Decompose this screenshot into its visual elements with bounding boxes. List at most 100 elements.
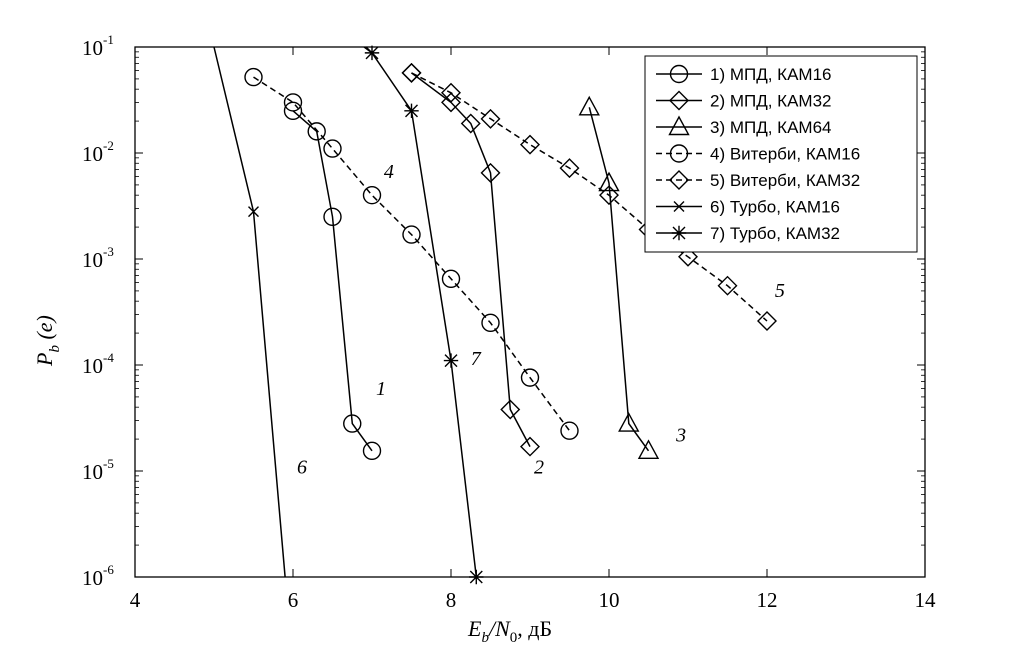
data-point: [637, 439, 660, 460]
data-point: [678, 246, 698, 267]
x-tick-label: 8: [446, 588, 457, 612]
series-1: [283, 101, 382, 461]
data-point: [598, 171, 620, 192]
data-point: [404, 103, 419, 119]
series-line: [588, 107, 650, 452]
legend-swatch-marker: [669, 144, 689, 163]
series-6: [213, 46, 286, 578]
data-point: [717, 275, 738, 296]
data-point: [343, 414, 362, 433]
data-point: [520, 436, 540, 457]
legend-label: 5) Витерби, КАМ32: [710, 171, 860, 190]
legend-label: 4) Витерби, КАМ16: [710, 145, 860, 164]
data-point: [402, 225, 421, 244]
x-tick-label: 10: [599, 588, 620, 612]
series-line: [292, 110, 373, 452]
data-point: [599, 185, 619, 206]
svg-text:Eb/N0, дБ: Eb/N0, дБ: [467, 616, 552, 646]
x-axis-title-e: E: [467, 616, 482, 641]
data-point: [481, 313, 500, 333]
series-line: [253, 76, 571, 432]
y-tick-label: 10-3: [82, 244, 114, 272]
curve-label: 5: [775, 280, 785, 302]
legend-label: 7) Турбо, КАМ32: [710, 224, 840, 243]
legend-swatch-marker: [669, 64, 689, 84]
data-point: [443, 353, 459, 368]
y-tick-label: 10-5: [82, 456, 114, 484]
data-point: [441, 269, 461, 289]
data-point: [307, 122, 326, 141]
y-tick-label: 10-6: [82, 562, 114, 590]
curve-label: 4: [384, 161, 394, 183]
y-axis-title-sub-b: b: [47, 345, 63, 353]
y-tick-label: 10-2: [82, 138, 114, 166]
data-point: [401, 62, 422, 83]
data-point: [520, 368, 540, 387]
data-point: [244, 67, 263, 87]
legend-item: 7) Турбо, КАМ32: [656, 224, 840, 243]
curve-label: 6: [297, 456, 307, 478]
legend-item: 4) Витерби, КАМ16: [656, 144, 860, 164]
data-point: [323, 139, 342, 158]
data-point: [480, 108, 501, 129]
x-axis-title-n: /N: [487, 616, 511, 641]
legend-label: 6) Турбо, КАМ16: [710, 198, 840, 217]
x-tick-label: 12: [757, 588, 778, 612]
legend-swatch-marker: [669, 90, 689, 111]
legend-swatch-marker: [673, 201, 685, 212]
data-point: [362, 441, 382, 461]
y-axis-title-e: (e): [32, 315, 57, 345]
curve-label: 1: [376, 378, 386, 400]
series-2: [401, 62, 540, 457]
svg-text:Pb (e): Pb (e): [32, 315, 63, 367]
legend-swatch-marker: [668, 115, 690, 136]
data-point: [364, 45, 380, 61]
data-point: [441, 92, 461, 113]
legend-swatch-marker: [669, 170, 689, 190]
legend-item: 2) МПД, КАМ32: [656, 90, 832, 111]
legend-label: 2) МПД, КАМ32: [710, 92, 832, 111]
x-tick-label: 4: [130, 588, 141, 612]
legend: 1) МПД, КАМ16 2) МПД, КАМ32 3) МПД, КАМ64 4…: [644, 55, 918, 253]
legend-swatch-marker: [671, 225, 687, 241]
data-point: [757, 311, 777, 332]
data-point: [362, 185, 382, 205]
curve-label: 7: [471, 348, 482, 370]
y-axis-title-p: P: [32, 353, 57, 367]
series-layer: [213, 45, 777, 585]
y-axis-ticks: 10-1 10-2 10-3 10-4 10-5 10-6: [82, 32, 925, 590]
legend-item: 5) Витерби, КАМ32: [656, 170, 860, 190]
data-point: [500, 399, 521, 420]
x-axis-title-sub-0: 0: [510, 630, 518, 646]
series-3: [578, 95, 660, 460]
x-axis-ticks: 4 6 8 10 12 14: [130, 47, 936, 612]
curve-annotations: 1 2 3 4 5 6 7: [297, 161, 785, 478]
data-point: [560, 421, 579, 440]
data-point: [460, 113, 481, 134]
x-tick-label: 6: [288, 588, 299, 612]
curve-label: 2: [534, 456, 544, 478]
legend-item: 6) Турбо, КАМ16: [656, 198, 840, 217]
data-point: [520, 134, 540, 155]
data-point: [559, 158, 580, 179]
data-point: [618, 412, 640, 432]
y-axis-title: Pb (e): [32, 315, 63, 367]
legend-item: 1) МПД, КАМ16: [656, 64, 832, 84]
y-tick-label: 10-1: [82, 32, 114, 60]
legend-label: 1) МПД, КАМ16: [710, 65, 832, 84]
legend-item: 3) МПД, КАМ64: [656, 115, 832, 137]
data-point: [469, 569, 484, 585]
legend-label: 3) МПД, КАМ64: [710, 118, 832, 137]
data-point: [578, 95, 600, 116]
data-point: [480, 162, 501, 183]
curve-label: 3: [675, 424, 686, 446]
data-point: [441, 82, 461, 103]
x-axis-title: Eb/N0, дБ: [467, 616, 552, 646]
y-tick-label: 10-4: [82, 350, 114, 378]
x-tick-label: 14: [915, 588, 937, 612]
data-point: [283, 101, 303, 121]
x-axis-title-unit: , дБ: [517, 616, 552, 641]
data-point: [323, 207, 342, 227]
series-4: [244, 67, 579, 440]
